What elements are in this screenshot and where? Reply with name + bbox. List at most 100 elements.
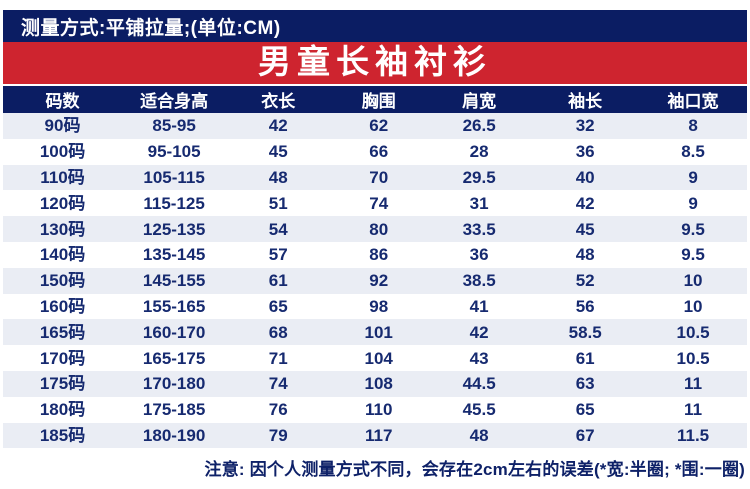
size-value-cell: 117 [330,422,428,449]
size-value-cell: 108 [330,370,428,397]
size-value-cell: 61 [531,345,640,371]
size-table-header: 码数 适合身高 衣长 胸围 肩宽 袖长 袖口宽 [3,86,747,113]
size-label-cell: 150码 [3,267,123,294]
column-header: 适合身高 [122,86,227,113]
size-value-cell: 74 [226,370,331,397]
size-value-cell: 58.5 [531,319,640,346]
size-value-cell: 9 [639,190,747,217]
table-row: 130码 125-135 54 80 33.5 45 9.5 [3,216,747,242]
title-banner: 男童长袖衬衫 [3,42,747,84]
table-row: 140码 135-145 57 86 36 48 9.5 [3,241,747,268]
size-value-cell: 11 [639,370,747,397]
size-value-cell: 38.5 [427,267,532,294]
size-value-cell: 62 [330,113,428,139]
measurement-note-text: 注意: 因个人测量方式不同，会存在2cm左右的误差(*宽:半圈; *围:一圈) [204,460,745,480]
size-value-cell: 56 [531,293,640,320]
table-row: 110码 105-115 48 70 29.5 40 9 [3,164,747,191]
size-value-cell: 43 [427,345,532,371]
size-value-cell: 101 [330,319,428,346]
size-value-cell: 9.5 [639,216,747,242]
size-value-cell: 45 [226,138,331,165]
size-value-cell: 71 [226,345,331,371]
size-value-cell: 68 [226,319,331,346]
size-value-cell: 165-175 [122,345,227,371]
size-table: 码数 适合身高 衣长 胸围 肩宽 袖长 袖口宽 90码 85-95 42 62 26.5 32 8 100… [3,86,747,449]
size-value-cell: 32 [531,113,640,139]
column-header: 袖长 [531,86,640,113]
size-value-cell: 125-135 [122,216,227,242]
size-label-cell: 140码 [3,241,123,268]
size-value-cell: 80 [330,216,428,242]
size-value-cell: 8 [639,113,747,139]
size-value-cell: 40 [531,164,640,191]
size-label-cell: 130码 [3,216,123,242]
size-value-cell: 52 [531,267,640,294]
size-value-cell: 63 [531,370,640,397]
size-value-cell: 36 [427,241,532,268]
size-label-cell: 175码 [3,370,123,397]
size-value-cell: 70 [330,164,428,191]
size-value-cell: 41 [427,293,532,320]
size-value-cell: 8.5 [639,138,747,165]
size-value-cell: 42 [226,113,331,139]
table-row: 165码 160-170 68 101 42 58.5 10.5 [3,319,747,346]
size-value-cell: 48 [427,422,532,449]
size-value-cell: 61 [226,267,331,294]
column-header: 衣长 [226,86,331,113]
size-value-cell: 74 [330,190,428,217]
table-row: 175码 170-180 74 108 44.5 63 11 [3,370,747,397]
size-label-cell: 185码 [3,422,123,449]
size-value-cell: 48 [226,164,331,191]
size-value-cell: 86 [330,241,428,268]
size-value-cell: 42 [427,319,532,346]
size-label-cell: 180码 [3,396,123,423]
size-value-cell: 135-145 [122,241,227,268]
size-label-cell: 120码 [3,190,123,217]
table-row: 100码 95-105 45 66 28 36 8.5 [3,138,747,165]
size-value-cell: 92 [330,267,428,294]
size-value-cell: 33.5 [427,216,532,242]
size-label-cell: 170码 [3,345,123,371]
table-row: 185码 180-190 79 117 48 67 11.5 [3,422,747,449]
size-value-cell: 31 [427,190,532,217]
size-value-cell: 76 [226,396,331,423]
measure-method-bar: 测量方式:平铺拉量;(单位:CM) [3,10,747,42]
table-row: 150码 145-155 61 92 38.5 52 10 [3,267,747,294]
header-row: 码数 适合身高 衣长 胸围 肩宽 袖长 袖口宽 [3,86,747,113]
size-value-cell: 85-95 [122,113,227,139]
size-value-cell: 10 [639,267,747,294]
table-row: 170码 165-175 71 104 43 61 10.5 [3,345,747,371]
size-value-cell: 170-180 [122,370,227,397]
size-label-cell: 90码 [3,113,123,139]
size-value-cell: 29.5 [427,164,532,191]
size-value-cell: 9 [639,164,747,191]
size-value-cell: 10 [639,293,747,320]
size-value-cell: 65 [531,396,640,423]
size-value-cell: 54 [226,216,331,242]
size-value-cell: 10.5 [639,345,747,371]
size-value-cell: 9.5 [639,241,747,268]
size-value-cell: 115-125 [122,190,227,217]
size-value-cell: 11 [639,396,747,423]
size-value-cell: 175-185 [122,396,227,423]
table-row: 180码 175-185 76 110 45.5 65 11 [3,396,747,423]
size-value-cell: 48 [531,241,640,268]
size-value-cell: 79 [226,422,331,449]
size-table-body: 90码 85-95 42 62 26.5 32 8 100码 95-105 45 66 28 36 8.5… [3,113,747,449]
size-value-cell: 155-165 [122,293,227,320]
size-label-cell: 110码 [3,164,123,191]
size-value-cell: 180-190 [122,422,227,449]
page-title: 男童长袖衬衫 [258,44,492,81]
size-label-cell: 160码 [3,293,123,320]
measure-method-text: 测量方式:平铺拉量;(单位:CM) [21,17,281,39]
size-value-cell: 65 [226,293,331,320]
size-label-cell: 165码 [3,319,123,346]
size-label-cell: 100码 [3,138,123,165]
size-value-cell: 10.5 [639,319,747,346]
table-row: 160码 155-165 65 98 41 56 10 [3,293,747,320]
size-value-cell: 67 [531,422,640,449]
size-value-cell: 36 [531,138,640,165]
note-row: 注意: 因个人测量方式不同，会存在2cm左右的误差(*宽:半圈; *围:一圈) [3,455,747,480]
size-value-cell: 145-155 [122,267,227,294]
